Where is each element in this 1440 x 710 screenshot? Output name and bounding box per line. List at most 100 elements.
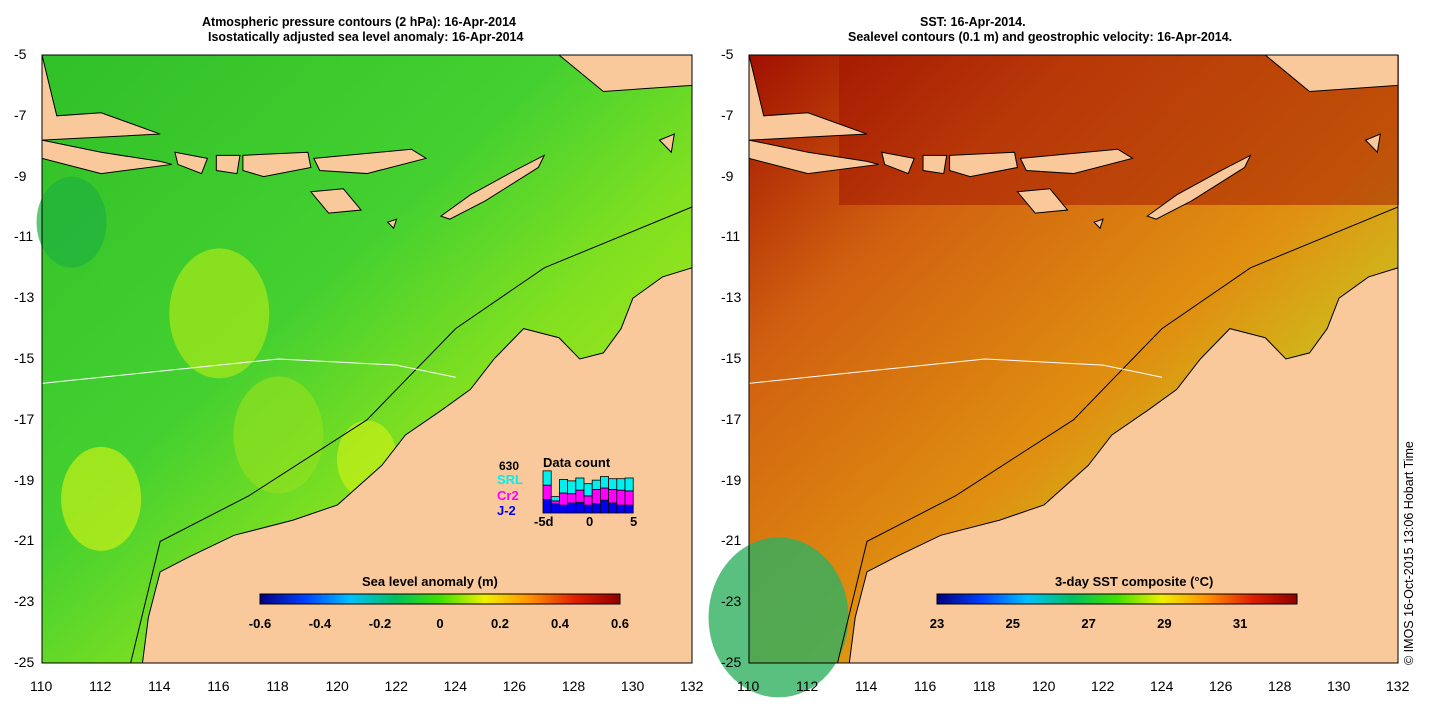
- lat-tick-label: -5: [14, 46, 27, 62]
- lat-tick-label: -15: [721, 350, 742, 366]
- island-land: [386, 218, 398, 230]
- colorbar-tick-label: 0.2: [491, 616, 509, 631]
- island-land: [309, 188, 363, 214]
- colorbar-tick-label: -0.2: [369, 616, 391, 631]
- lon-tick-label: 126: [502, 678, 527, 694]
- colorbar-tick-label: 23: [930, 616, 944, 631]
- lon-tick-label: 116: [914, 678, 937, 694]
- lat-tick-label: -23: [14, 593, 35, 610]
- colorbar-tick-label: 31: [1233, 616, 1247, 631]
- legend-srl: SRL: [497, 472, 523, 487]
- island-land: [439, 154, 546, 220]
- anomaly-blob: [61, 446, 142, 551]
- lat-tick-label: -19: [14, 471, 35, 488]
- lon-tick-label: 120: [325, 678, 349, 694]
- lat-tick-label: -19: [721, 471, 742, 488]
- bathymetry-contour: [837, 206, 1399, 664]
- lat-tick-label: -9: [721, 167, 734, 184]
- data-count-bar-Cr2: [575, 489, 585, 503]
- island-land: [242, 151, 312, 178]
- lat-tick-label: -7: [14, 106, 27, 123]
- colorbar-tick-label: 0.6: [611, 616, 629, 631]
- island-land: [1019, 148, 1134, 175]
- map-frame: [41, 54, 693, 664]
- anomaly-blob: [169, 248, 270, 379]
- island-land: [313, 148, 428, 175]
- data-count-bar-J-2: [575, 501, 585, 514]
- data-count-bar-J-2: [583, 504, 593, 514]
- cool-water-blob: [708, 537, 849, 698]
- map-frame: [748, 54, 1399, 664]
- colorbar-tick-label: 0: [436, 616, 443, 631]
- lat-tick-label: -25: [721, 654, 742, 670]
- data-count-bar-SRL: [559, 479, 569, 494]
- data-count-bar-SRL: [542, 470, 552, 486]
- anomaly-blob: [233, 376, 324, 494]
- colorbar-tick-label: 0.4: [551, 616, 570, 631]
- lat-tick-label: -17: [721, 410, 742, 427]
- lon-tick-label: 114: [855, 678, 878, 694]
- data-count-bar-J-2: [616, 504, 626, 514]
- lat-tick-label: -11: [14, 228, 34, 245]
- lon-tick-label: 130: [620, 678, 645, 694]
- right-colorbar: [936, 593, 1298, 605]
- lon-tick-label: 132: [680, 678, 704, 694]
- lon-tick-label: 122: [384, 678, 408, 694]
- data-count-bar-Cr2: [624, 490, 634, 506]
- island-land: [881, 151, 915, 175]
- island-land: [922, 154, 948, 175]
- data-count-max: 630: [499, 459, 520, 473]
- data-count-bar-Cr2: [608, 489, 618, 504]
- dc-axis-0: -5d: [534, 514, 554, 529]
- anomaly-blob: [36, 176, 107, 268]
- left-title-1: Atmospheric pressure contours (2 hPa): 1…: [202, 15, 516, 29]
- data-count-bar-J-2: [567, 502, 577, 514]
- contour-line: [41, 358, 456, 384]
- australia-land: [848, 267, 1399, 664]
- data-count-bar-SRL: [608, 478, 618, 490]
- data-count-bar-SRL: [591, 479, 601, 490]
- colorbar-tick-label: -0.6: [249, 616, 271, 631]
- data-count-bar-Cr2: [600, 487, 610, 501]
- colorbar-tick-label: 29: [1157, 616, 1171, 631]
- lat-tick-label: -21: [14, 532, 35, 549]
- lon-tick-label: 110: [30, 678, 53, 694]
- right-colorbar-label: 3-day SST composite (°C): [1055, 574, 1214, 589]
- data-count-bar-Cr2: [567, 493, 577, 504]
- lon-tick-label: 126: [1209, 678, 1233, 694]
- data-count-bar-J-2: [591, 503, 601, 514]
- right-title-2: Sealevel contours (0.1 m) and geostrophi…: [848, 30, 1233, 44]
- left-colorbar: [259, 593, 621, 605]
- lat-tick-label: -13: [14, 289, 35, 306]
- lon-tick-label: 124: [1150, 678, 1174, 694]
- lon-tick-label: 124: [443, 678, 467, 694]
- data-count-bar-SRL: [624, 477, 634, 492]
- data-count-bar-Cr2: [616, 489, 626, 506]
- legend-cr2: Cr2: [497, 488, 519, 503]
- legend-j2: J-2: [497, 503, 516, 518]
- lat-tick-label: -21: [721, 532, 742, 549]
- island-land: [174, 151, 209, 175]
- data-count-bar-SRL: [567, 480, 577, 495]
- island-land: [1093, 218, 1104, 230]
- australia-land: [141, 267, 693, 664]
- lon-tick-label: 118: [266, 678, 289, 694]
- lat-tick-label: -7: [721, 106, 734, 123]
- bathymetry-contour: [130, 206, 693, 664]
- lon-tick-label: 120: [1032, 678, 1056, 694]
- data-count-bar-Cr2: [591, 489, 601, 505]
- lon-tick-label: 132: [1386, 678, 1410, 694]
- data-count-bar-Cr2: [583, 495, 593, 506]
- lat-tick-label: -13: [721, 289, 742, 306]
- lon-tick-label: 116: [207, 678, 230, 694]
- left-colorbar-label: Sea level anomaly (m): [362, 574, 498, 589]
- left-title-2: Isostatically adjusted sea level anomaly…: [208, 30, 524, 44]
- lon-tick-label: 128: [561, 678, 586, 694]
- colorbar-tick-label: -0.4: [309, 616, 332, 631]
- data-count-bar-Cr2: [559, 492, 569, 506]
- data-count-bar-J-2: [624, 504, 634, 514]
- left-map: -0.6 -0.4 -0.2 0 0.2 0.4 0.6: [36, 54, 693, 664]
- lon-tick-label: 118: [973, 678, 996, 694]
- lon-tick-label: 130: [1327, 678, 1351, 694]
